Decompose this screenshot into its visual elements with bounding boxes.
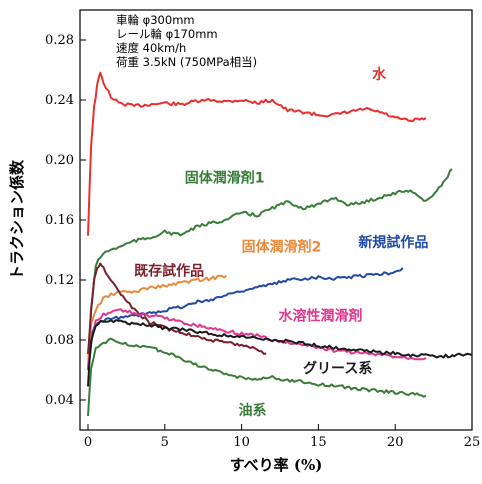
y-axis-title: トラクション係数 — [8, 159, 26, 280]
condition-line: 速度 40km/h — [116, 41, 186, 55]
condition-line: レール輪 φ170mm — [116, 27, 218, 41]
y-tick-label: 0.04 — [45, 393, 74, 408]
condition-line: 車輪 φ300mm — [116, 13, 195, 27]
series-line — [87, 319, 473, 387]
series-label: 新規試作品 — [358, 234, 428, 251]
series-line — [87, 308, 427, 369]
x-axis-title: すべり率 (%) — [230, 456, 323, 474]
condition-line: 荷重 3.5kN (750MPa相当) — [116, 55, 257, 69]
series-line — [87, 274, 227, 370]
x-tick-label: 15 — [310, 435, 327, 450]
x-tick-label: 5 — [161, 435, 169, 450]
y-tick-label: 0.20 — [45, 153, 74, 168]
y-ticks: 0.04 0.08 0.12 0.16 0.20 0.24 0.28 — [45, 33, 86, 408]
series-label: グリース系 — [303, 360, 372, 377]
series-line — [87, 168, 453, 371]
series-line — [87, 71, 427, 236]
x-tick-label: 10 — [233, 435, 250, 450]
x-tick-label: 20 — [387, 435, 404, 450]
y-tick-label: 0.08 — [45, 333, 74, 348]
series-line — [87, 337, 427, 417]
x-ticks: 0 5 10 15 20 25 — [84, 424, 480, 450]
test-conditions: 車輪 φ300mm レール輪 φ170mm 速度 40km/h 荷重 3.5kN… — [116, 13, 257, 69]
series-label: 固体潤滑剤2 — [242, 239, 322, 256]
y-tick-label: 0.12 — [45, 273, 74, 288]
series-label: 水 — [372, 66, 387, 83]
y-tick-label: 0.24 — [45, 93, 74, 108]
x-tick-label: 0 — [84, 435, 92, 450]
series-line — [87, 262, 267, 355]
series-label: 既存試作品 — [134, 263, 204, 280]
series-lines — [87, 71, 473, 417]
series-label: 油系 — [239, 402, 267, 419]
y-tick-label: 0.28 — [45, 33, 74, 48]
series-label: 固体潤滑剤1 — [185, 170, 265, 187]
plot-frame — [79, 9, 473, 431]
series-label: 水溶性潤滑剤 — [278, 308, 362, 325]
x-tick-label: 25 — [464, 435, 481, 450]
y-tick-label: 0.16 — [45, 213, 74, 228]
